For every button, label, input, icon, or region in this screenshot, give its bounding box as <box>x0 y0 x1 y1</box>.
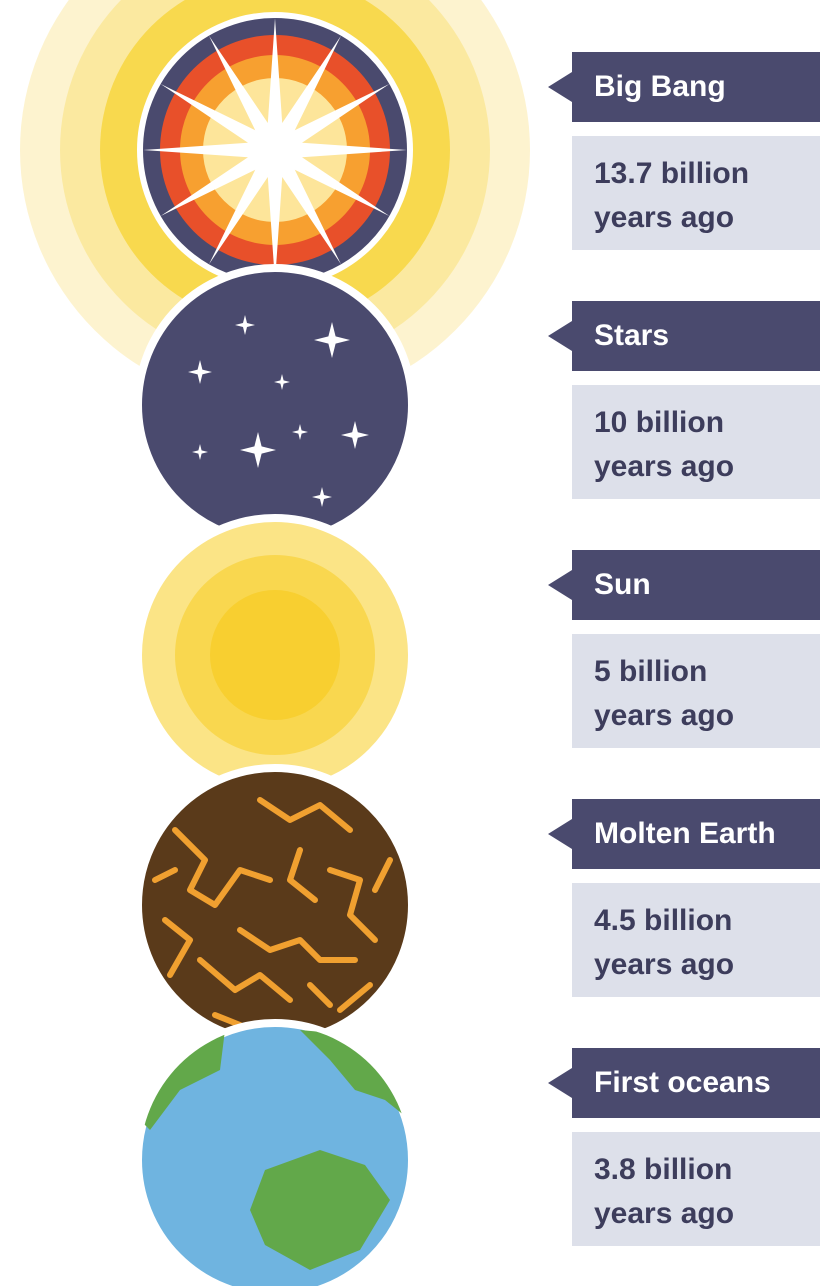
first-oceans-art <box>130 1023 412 1286</box>
event-time: 3.8 billion years ago <box>594 1148 784 1236</box>
event-time: 10 billion years ago <box>594 401 784 489</box>
event-name: Stars <box>572 301 820 371</box>
stars-art <box>138 268 412 542</box>
event-name: Big Bang <box>572 52 820 122</box>
molten-earth-art <box>138 768 412 1042</box>
event-name: Sun <box>572 550 820 620</box>
event-time: 13.7 billion years ago <box>594 152 784 240</box>
event-time-box: 3.8 billion years ago <box>572 1132 820 1246</box>
event-time: 4.5 billion years ago <box>594 899 784 987</box>
event-time: 5 billion years ago <box>594 650 784 738</box>
sun-art <box>138 518 412 792</box>
event-name: First oceans <box>572 1048 820 1118</box>
event-time-box: 5 billion years ago <box>572 634 820 748</box>
event-time-box: 4.5 billion years ago <box>572 883 820 997</box>
event-time-box: 13.7 billion years ago <box>572 136 820 250</box>
event-name: Molten Earth <box>572 799 820 869</box>
illustration <box>0 0 560 1286</box>
page: Big Bang 13.7 billion years ago Stars 10 bi… <box>0 0 820 1286</box>
event-time-box: 10 billion years ago <box>572 385 820 499</box>
